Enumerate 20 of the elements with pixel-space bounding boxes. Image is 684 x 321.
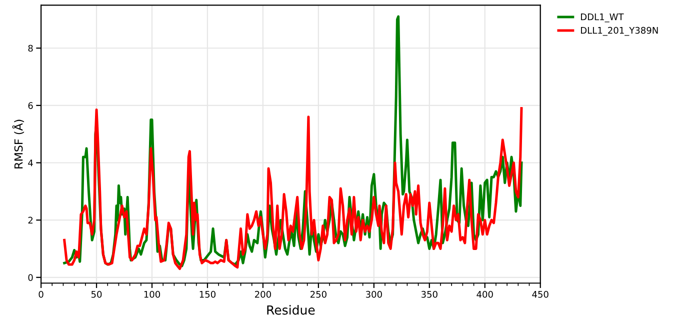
x-tick-label: 200 [255,290,271,298]
y-tick-label: 0 [28,274,33,281]
y-tick-label: 4 [28,160,33,166]
x-tick-label: 350 [421,290,438,298]
y-axis-title: RMSF (Å) [12,120,24,168]
x-tick-label: 250 [310,290,326,298]
y-tick-label: 6 [28,102,33,109]
x-axis-title: Residue [267,305,315,315]
y-tick-label: 2 [28,216,32,224]
legend-label: DLL1_201_Y389N [581,26,658,36]
x-tick-label: 100 [144,290,160,298]
x-tick-label: 150 [200,290,216,298]
x-tick-label: 400 [476,290,493,298]
x-tick-label: 300 [366,290,382,298]
x-tick-label: 50 [91,290,102,298]
x-tick-label: 0 [38,290,44,298]
legend-label: DDL1_WT [581,14,624,22]
line-series [63,107,523,270]
y-tick-label: 8 [28,44,33,52]
x-tick-label: 450 [532,290,548,298]
